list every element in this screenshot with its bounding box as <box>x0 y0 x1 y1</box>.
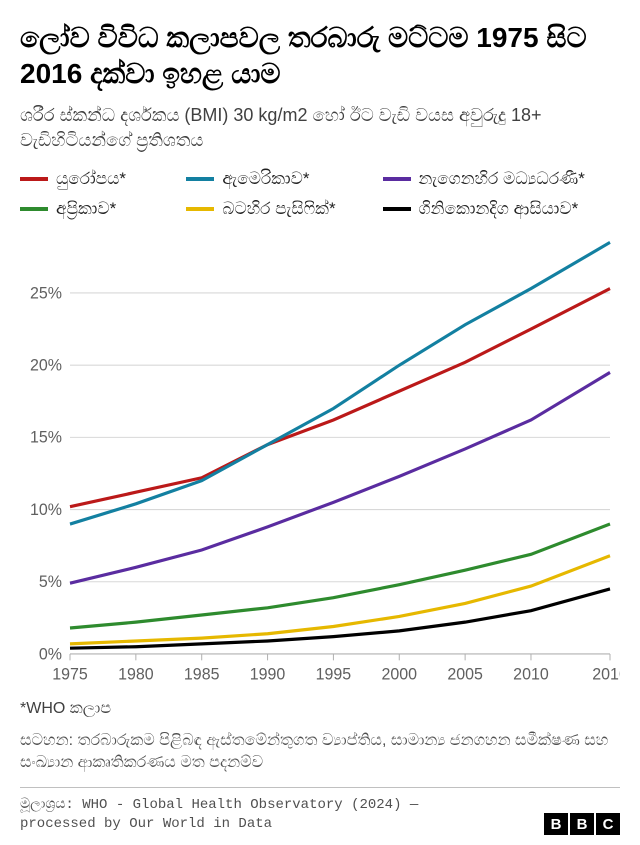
legend-item: බටහිර පැසිෆික්* <box>186 199 364 219</box>
legend-item: ගිනිකොනදිග ආසියාව* <box>383 199 620 219</box>
line-chart: 0% 5% 10% 15% 20% 25% 1975 1980 1985 1990 1995 2000… <box>20 239 620 686</box>
legend-swatch <box>383 177 411 181</box>
legend-item: යුරෝපය* <box>20 169 168 189</box>
svg-text:1985: 1985 <box>184 665 220 684</box>
svg-text:2016: 2016 <box>592 665 620 684</box>
svg-text:15%: 15% <box>30 428 62 447</box>
series-west-pacific <box>70 556 610 644</box>
legend-swatch <box>20 177 48 181</box>
series-americas <box>70 243 610 525</box>
legend-label: යුරෝපය* <box>56 169 126 189</box>
svg-text:1980: 1980 <box>118 665 154 684</box>
chart-subtitle: ශරීර ස්කන්ධ දර්ශකය (BMI) 30 kg/m2 හෝ ඊට … <box>20 103 620 153</box>
source-text: මූලාශ්‍රය: WHO - Global Health Observato… <box>20 796 500 835</box>
svg-text:5%: 5% <box>39 573 62 592</box>
legend-label: ගිනිකොනදිග ආසියාව* <box>419 199 579 219</box>
note: සටහන: තරබාරුකම පිළිබඳ ඇස්තමේන්තුගත ව්‍යා… <box>20 730 620 775</box>
svg-text:1995: 1995 <box>316 665 352 684</box>
chart-title: ලෝව විවිධ කලාපවල තරබාරු මට්ටම 1975 සිට 2… <box>20 20 620 93</box>
series-europe <box>70 289 610 507</box>
legend-label: අප්‍රිකාව* <box>56 199 116 219</box>
legend-item: නැගෙනහිර මධ්‍යධරණී* <box>383 169 620 189</box>
svg-text:2000: 2000 <box>381 665 417 684</box>
bbc-box: C <box>596 813 620 835</box>
legend: යුරෝපය* ඇමෙරිකාව* නැගෙනහිර මධ්‍යධරණී* අප්‍ර… <box>20 169 620 219</box>
legend-swatch <box>383 207 411 211</box>
legend-label: බටහිර පැසිෆික්* <box>222 199 335 219</box>
bbc-box: B <box>544 813 568 835</box>
legend-item: අප්‍රිකාව* <box>20 199 168 219</box>
svg-text:10%: 10% <box>30 501 62 520</box>
svg-text:0%: 0% <box>39 645 62 664</box>
bbc-logo: BBC <box>544 813 620 835</box>
svg-text:2010: 2010 <box>513 665 549 684</box>
footnote: *WHO කලාප <box>20 700 620 718</box>
svg-text:25%: 25% <box>30 284 62 303</box>
legend-label: නැගෙනහිර මධ්‍යධරණී* <box>419 169 585 189</box>
legend-swatch <box>186 207 214 211</box>
source-row: මූලාශ්‍රය: WHO - Global Health Observato… <box>20 787 620 835</box>
svg-text:1990: 1990 <box>250 665 286 684</box>
legend-item: ඇමෙරිකාව* <box>186 169 364 189</box>
svg-text:20%: 20% <box>30 356 62 375</box>
legend-label: ඇමෙරිකාව* <box>222 169 309 189</box>
bbc-box: B <box>570 813 594 835</box>
svg-text:1975: 1975 <box>52 665 88 684</box>
svg-text:2005: 2005 <box>447 665 483 684</box>
legend-swatch <box>20 207 48 211</box>
legend-swatch <box>186 177 214 181</box>
